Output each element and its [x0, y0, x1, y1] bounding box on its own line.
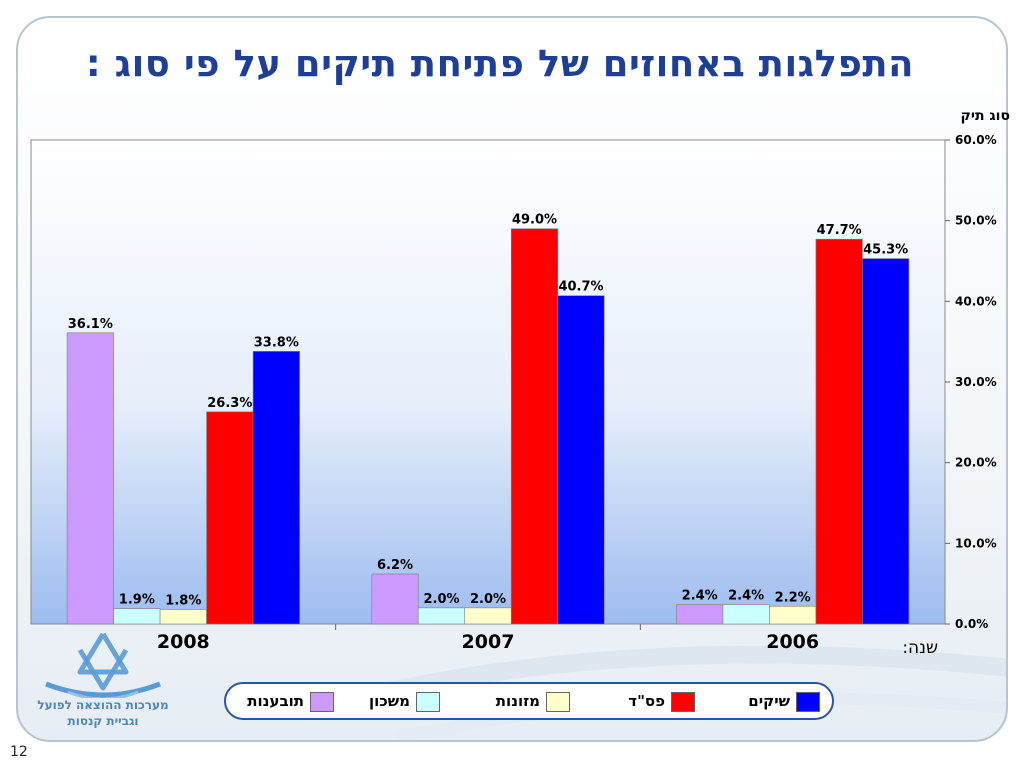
- bar: [862, 258, 910, 625]
- data-label: 6.2%: [377, 558, 413, 573]
- legend-swatch: [671, 692, 695, 712]
- bar: [676, 604, 724, 625]
- legend-label: משכון: [368, 692, 410, 710]
- bar: [464, 607, 512, 625]
- data-label: 2.4%: [728, 589, 764, 604]
- x-category-label: 2006: [766, 631, 819, 653]
- y-tick-label: 40.0%: [955, 294, 997, 308]
- data-label: 2.0%: [423, 592, 459, 607]
- data-label: 2.0%: [470, 592, 506, 607]
- legend-swatch: [310, 692, 334, 712]
- bar: [206, 411, 254, 625]
- bar: [159, 609, 207, 625]
- data-label: 2.2%: [775, 590, 811, 605]
- data-label: 26.3%: [207, 396, 252, 411]
- x-category-label: 2007: [462, 631, 515, 653]
- y-tick-label: 60.0%: [955, 133, 997, 147]
- data-label: 36.1%: [68, 317, 113, 332]
- bar: [815, 238, 863, 625]
- legend-swatch: [546, 692, 570, 712]
- legend-item: משכון: [325, 692, 440, 712]
- plot-area: [30, 139, 946, 625]
- legend-swatch: [796, 692, 820, 712]
- bar: [252, 351, 300, 625]
- x-category-label: 2008: [157, 631, 210, 653]
- bar: [371, 573, 419, 625]
- data-label: 1.9%: [119, 593, 155, 608]
- y-tick-label: 0.0%: [955, 617, 988, 631]
- logo-text-line1: מערכות ההוצאה לפועל: [37, 698, 169, 712]
- y-tick-label: 30.0%: [955, 375, 997, 389]
- bar: [510, 228, 559, 625]
- slide-number: 12: [10, 744, 28, 760]
- data-label: 45.3%: [863, 243, 908, 258]
- data-label: 33.8%: [254, 335, 299, 350]
- slide-title: התפלגות באחוזים של פתיחת תיקים על פי סוג…: [85, 42, 915, 85]
- data-label: 2.4%: [682, 589, 718, 604]
- bar: [722, 604, 770, 625]
- y-tick-label: 10.0%: [955, 536, 997, 550]
- x-axis-caption: שנה:: [902, 638, 938, 658]
- data-label: 40.7%: [558, 280, 603, 295]
- legend-item: שיקים: [705, 692, 820, 712]
- bar: [113, 608, 161, 625]
- legend-item: מזונות: [455, 692, 570, 712]
- bar: [769, 605, 817, 625]
- data-label: 47.7%: [817, 223, 862, 238]
- star-of-david-logo-icon: [45, 632, 161, 701]
- chart-legend: שיקים פס"ד מזונות משכון תובענות: [224, 682, 834, 720]
- bar: [557, 295, 605, 625]
- bar: [417, 607, 466, 625]
- legend-label: שיקים: [748, 692, 790, 710]
- y-tick-label: 20.0%: [955, 456, 997, 470]
- legend-item: פס"ד: [580, 692, 695, 712]
- legend-label: מזונות: [495, 692, 540, 710]
- logo-text-line2: וגביית קנסות: [67, 714, 139, 728]
- bar: [66, 332, 114, 625]
- legend-item: תובענות: [219, 692, 334, 712]
- legend-label: פס"ד: [628, 692, 665, 710]
- y-tick-label: 50.0%: [955, 214, 997, 228]
- data-label: 1.8%: [165, 593, 201, 608]
- legend-swatch: [416, 692, 440, 712]
- y-axis-caption: סוג תיק: [960, 108, 1010, 124]
- data-label: 49.0%: [512, 213, 557, 228]
- legend-label: תובענות: [247, 692, 304, 710]
- organization-logo: מערכות ההוצאה לפועל וגביית קנסות: [28, 628, 178, 728]
